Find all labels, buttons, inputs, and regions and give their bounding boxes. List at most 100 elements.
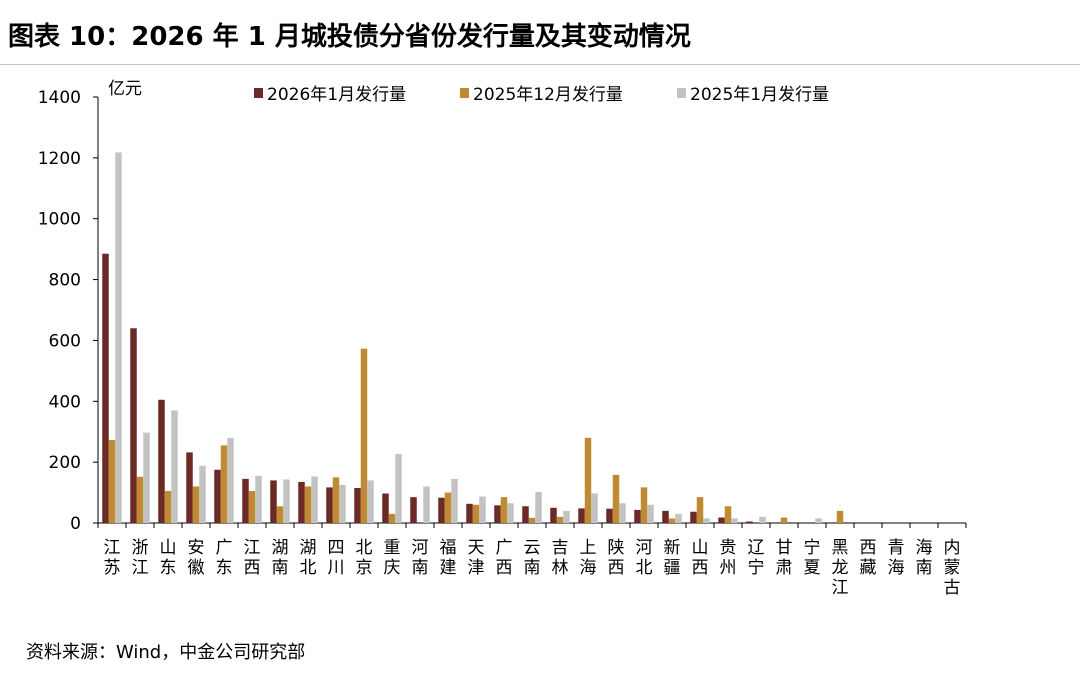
x-tick-label: 福建 [440,538,457,578]
bar-重庆-s2 [388,513,396,523]
bar-河南-s3 [423,486,430,523]
chart-title: 图表 10：2026 年 1 月城投债分省份发行量及其变动情况 [8,22,691,52]
bar-安徽-s1 [186,452,193,523]
bar-河北-s3 [647,504,654,523]
bar-辽宁-s3 [759,516,766,523]
bar-天津-s1 [466,503,473,523]
bar-新疆-s1 [662,510,669,523]
y-tick-label: 800 [49,271,81,291]
x-tick-label: 云南 [524,538,541,578]
bar-重庆-s1 [382,493,389,523]
y-tick-label: 1400 [38,88,81,108]
bar-湖南-s1 [270,480,277,523]
bar-广东-s3 [227,437,234,523]
bar-广西-s1 [494,505,501,523]
bar-湖北-s1 [298,481,305,523]
x-tick-label: 内蒙古 [944,538,961,598]
x-tick-label: 宁夏 [804,538,821,578]
bar-福建-s3 [451,478,458,523]
y-unit-label: 亿元 [108,79,142,99]
bars [102,152,844,523]
bar-江西-s2 [248,491,256,523]
bar-安徽-s2 [192,486,200,523]
source-note: 资料来源：Wind，中金公司研究部 [26,642,306,663]
bar-江苏-s2 [108,439,116,523]
x-tick-label: 河南 [412,538,429,578]
bar-北京-s3 [367,480,374,523]
x-tick-label: 西藏 [860,538,877,578]
bar-广东-s1 [214,469,221,523]
legend-swatch-1 [254,88,263,98]
bar-宁夏-s3 [815,518,822,523]
title-divider [0,64,1080,65]
bar-贵州-s1 [718,517,725,523]
bar-江苏-s1 [102,253,109,523]
legend-swatch-2 [460,88,469,98]
y-tick-label: 600 [49,331,81,351]
x-tick-labels: 江苏浙江山东安徽广东江西湖南湖北四川北京重庆河南福建天津广西云南吉林上海陕西河北… [104,538,961,598]
bar-吉林-s1 [550,507,557,523]
bar-河北-s1 [634,509,641,523]
bar-四川-s2 [332,477,340,523]
bar-上海-s2 [584,437,592,523]
bar-陕西-s2 [612,474,620,523]
bar-山东-s2 [164,491,172,523]
bar-福建-s1 [438,497,445,523]
bar-山西-s1 [690,511,697,523]
bar-新疆-s3 [675,513,682,523]
bar-湖北-s2 [304,486,312,523]
bar-浙江-s2 [136,476,144,523]
y-tick-label: 1200 [38,149,81,169]
bar-广西-s3 [507,503,514,523]
bar-安徽-s3 [199,465,206,523]
bar-新疆-s2 [668,518,676,523]
x-tick-label: 山东 [160,538,177,578]
bar-广西-s2 [500,497,508,523]
bar-云南-s1 [522,506,529,523]
bar-四川-s3 [339,484,346,523]
x-tick-label: 青海 [888,538,905,578]
legend-label-2: 2025年12月发行量 [473,85,623,105]
bar-河南-s1 [410,497,417,523]
bar-山东-s3 [171,410,178,523]
x-tick-label: 甘肃 [776,538,793,578]
bar-浙江-s3 [143,432,150,523]
bar-辽宁-s1 [746,521,753,523]
bar-湖南-s2 [276,506,284,523]
bar-贵州-s3 [731,518,738,523]
x-tick-label: 广西 [496,538,513,578]
bar-黑龙江-s2 [836,510,844,523]
x-tick-label: 安徽 [188,538,205,578]
legend-label-3: 2025年1月发行量 [690,85,829,105]
bar-山东-s1 [158,399,165,523]
bar-贵州-s2 [724,506,732,523]
bar-北京-s1 [354,488,361,523]
legend-swatch-3 [677,88,686,98]
x-tick-label: 新疆 [664,538,681,578]
bar-重庆-s3 [395,453,402,523]
x-tick-label: 山西 [692,538,709,578]
x-tick-label: 江苏 [104,538,121,578]
bar-天津-s2 [472,504,480,523]
bar-河北-s2 [640,487,648,523]
bar-湖北-s3 [311,476,318,523]
x-tick-label: 陕西 [608,538,625,578]
x-tick-label: 重庆 [384,538,401,578]
x-tick-label: 湖北 [300,538,317,578]
bar-浙江-s1 [130,328,137,523]
bar-湖南-s3 [283,479,290,523]
legend-label-1: 2026年1月发行量 [267,85,406,105]
x-tick-label: 河北 [636,538,653,578]
x-tick-label: 贵州 [720,538,737,578]
bar-陕西-s3 [619,503,626,523]
x-tick-label: 浙江 [132,538,149,578]
bar-天津-s3 [479,496,486,523]
bar-陕西-s1 [606,508,613,523]
x-tick-label: 湖南 [272,538,289,578]
bar-云南-s3 [535,491,542,523]
x-tick-label: 天津 [468,538,485,578]
bar-江苏-s3 [115,152,122,523]
x-tick-label: 上海 [580,538,597,578]
bar-上海-s3 [591,493,598,523]
x-tick-label: 四川 [328,538,345,578]
